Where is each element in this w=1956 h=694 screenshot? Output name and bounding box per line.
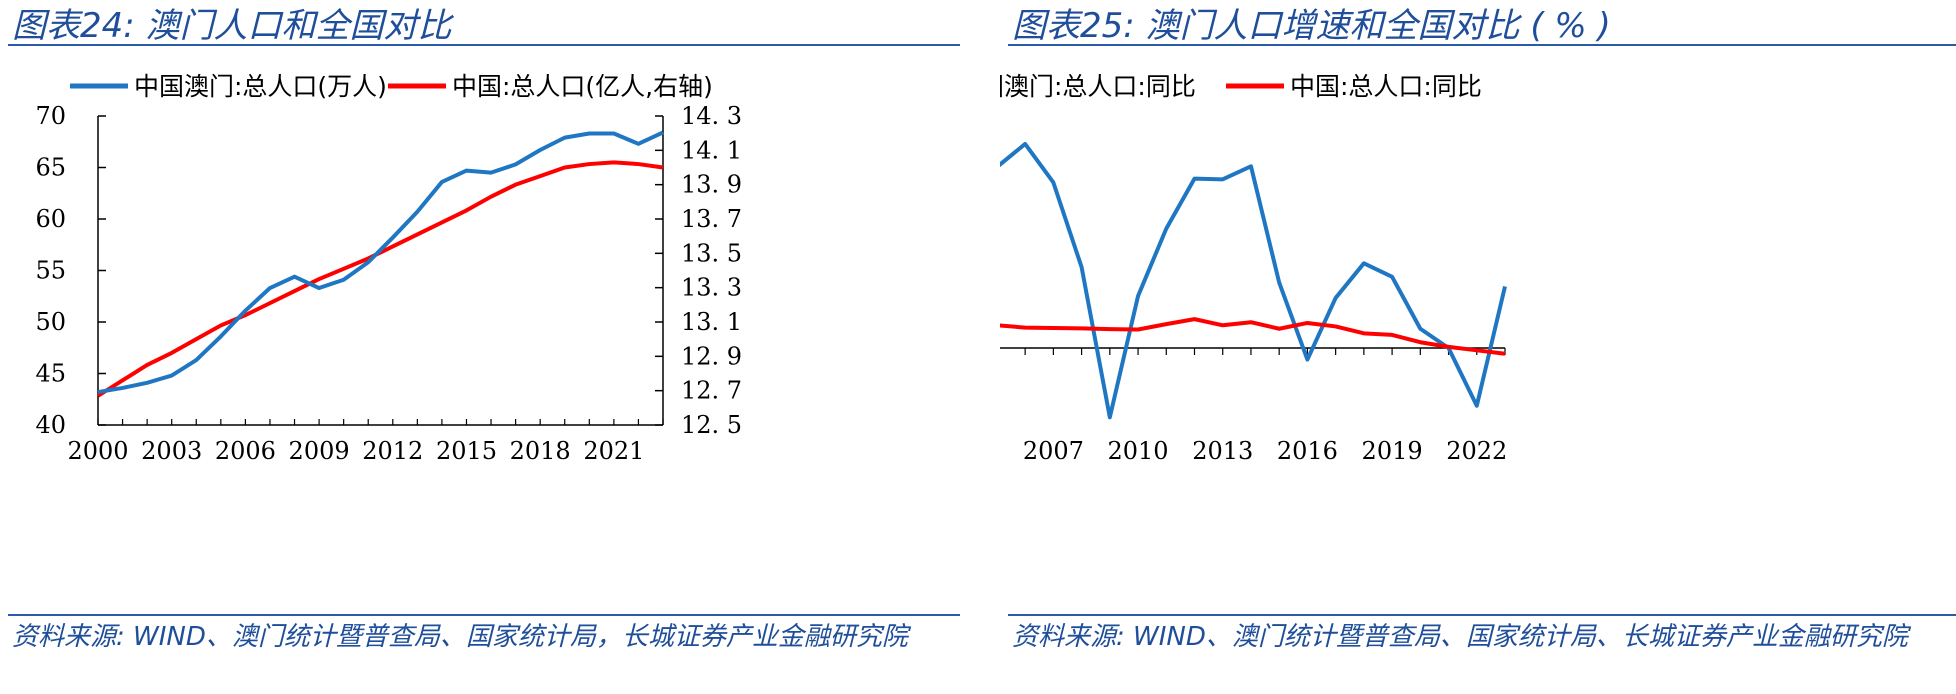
legend-label-china-yoy: 中国:总人口:同比 [1290,72,1482,101]
left-title-rule [8,44,960,46]
right-y-tick-label: 14. 1 [681,136,742,164]
right-y-tick-label: 12. 5 [681,411,742,439]
right-y-tick-label: 13. 7 [681,205,742,233]
right-y-tick-label: 13. 3 [681,274,742,302]
x-tick-label: 2007 [1023,437,1084,465]
right-source-note: 资料来源: WIND、澳门统计暨普查局、国家统计局、长城证券产业金融研究院 [1012,622,1908,652]
right-chart: -2-1012345620012004200720102013201620192… [1000,72,1507,465]
x-tick-label: 2010 [1108,437,1169,465]
left-y-tick-label: 65 [35,154,66,182]
right-title-rule [1008,44,1956,46]
x-tick-label: 2019 [1362,437,1423,465]
series-line-macau-total-population [97,130,664,395]
x-tick-label: 2022 [1446,437,1507,465]
legend-label-macau: 中国澳门:总人口(万人) [134,72,387,101]
x-tick-label: 2000 [67,437,128,465]
right-y-tick-label: 13. 9 [681,171,742,199]
left-y-tick-label: 50 [35,308,66,336]
left-chart-panel: 图表24: 澳门人口和全国对比 40 45 50 55 60 65 70 12. 5 12. 7… [0,0,960,694]
left-y-tick-label: 40 [35,411,66,439]
legend-label-china: 中国:总人口(亿人,右轴) [452,72,713,101]
right-y-tick-label: 13. 5 [681,239,742,267]
right-y-tick-label: 12. 7 [681,377,742,405]
left-chart: 40 45 50 55 60 65 70 12. 5 12. 7 12. 9 13. 1 13. 3 1… [35,72,742,465]
x-tick-label: 2006 [215,437,276,465]
right-chart-panel: 图表25: 澳门人口增速和全国对比 ( % ) -2-1012345620012… [1000,0,1956,694]
x-tick-label: 2018 [510,437,571,465]
x-tick-label: 2021 [583,437,644,465]
series-line-macau-yoy [1000,141,1507,420]
x-tick-label: 2013 [1192,437,1253,465]
series-line-china-total-population [96,160,664,398]
x-tick-label: 2015 [436,437,497,465]
left-y-tick-label: 70 [35,102,66,130]
right-y-tick-label: 14. 3 [681,102,742,130]
left-chart-title: 图表24: 澳门人口和全国对比 [12,6,452,46]
right-y-tick-label: 13. 1 [681,308,742,336]
x-tick-label: 2012 [362,437,423,465]
left-source-rule [8,614,960,616]
left-y-tick-label: 60 [35,205,66,233]
x-tick-label: 2003 [141,437,202,465]
left-y-tick-label: 45 [35,360,66,388]
legend-label-macau-yoy: 中国澳门:总人口:同比 [1000,72,1196,101]
x-tick-label: 2009 [289,437,350,465]
x-tick-label: 2016 [1277,437,1338,465]
right-chart-title: 图表25: 澳门人口增速和全国对比 ( % ) [1012,6,1611,46]
left-source-note: 资料来源: WIND、澳门统计暨普查局、国家统计局，长城证券产业金融研究院 [12,622,908,652]
left-y-tick-label: 55 [35,257,66,285]
right-y-tick-label: 12. 9 [681,342,742,370]
series-line-china-yoy [1000,317,1506,356]
right-source-rule [1008,614,1956,616]
